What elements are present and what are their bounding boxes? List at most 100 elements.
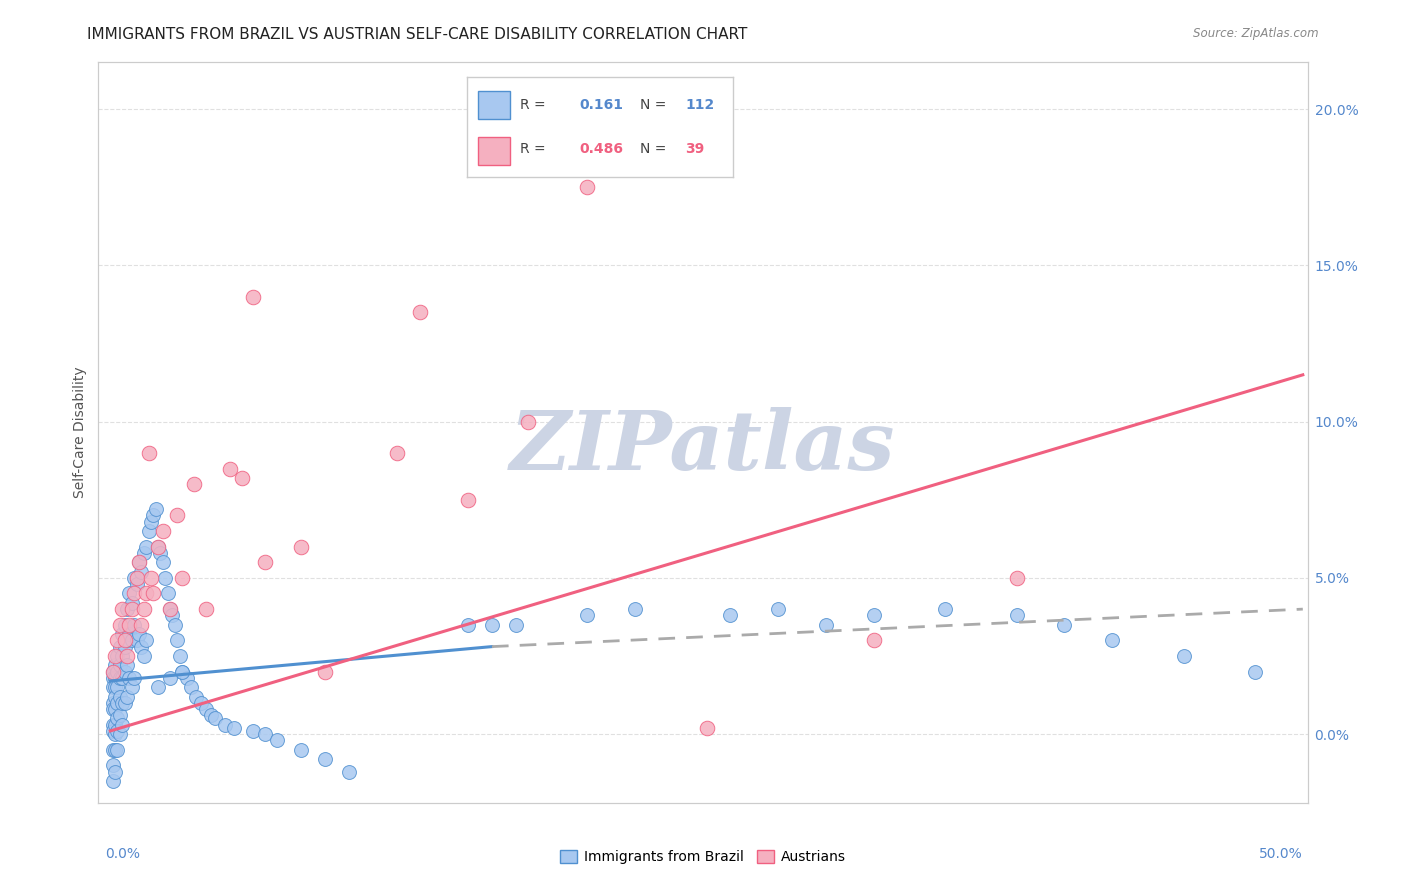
Point xyxy=(170,665,193,679)
Point xyxy=(107,633,129,648)
Point xyxy=(104,717,127,731)
Point xyxy=(101,773,124,788)
Point xyxy=(1053,617,1076,632)
Point xyxy=(290,540,312,554)
Point xyxy=(115,602,138,616)
Point xyxy=(108,690,131,704)
Point xyxy=(128,555,150,569)
Point xyxy=(115,690,138,704)
Point xyxy=(104,764,127,779)
Point xyxy=(101,742,124,756)
Point xyxy=(242,290,264,304)
Text: 50.0%: 50.0% xyxy=(1258,847,1303,861)
Legend: Immigrants from Brazil, Austrians: Immigrants from Brazil, Austrians xyxy=(554,845,852,870)
Point xyxy=(163,617,186,632)
Point xyxy=(290,742,312,756)
Point xyxy=(108,617,131,632)
Point xyxy=(162,608,184,623)
Point xyxy=(114,665,136,679)
Point xyxy=(457,617,479,632)
Point xyxy=(149,546,172,560)
Point xyxy=(122,617,145,632)
Point xyxy=(101,696,124,710)
Point xyxy=(101,680,124,694)
Point xyxy=(131,617,153,632)
Point xyxy=(194,602,217,616)
Point xyxy=(114,633,136,648)
Point xyxy=(101,671,124,685)
Point xyxy=(200,708,222,723)
Point xyxy=(107,648,129,663)
Point xyxy=(1173,648,1195,663)
Point xyxy=(337,764,360,779)
Point xyxy=(111,671,134,685)
Point xyxy=(169,648,191,663)
Point xyxy=(135,633,157,648)
Point xyxy=(138,446,160,460)
Point xyxy=(104,742,127,756)
Point xyxy=(108,671,131,685)
Point xyxy=(125,633,148,648)
Point xyxy=(101,702,124,716)
Point xyxy=(121,602,143,616)
Point xyxy=(266,733,288,747)
Point xyxy=(104,658,127,673)
Point xyxy=(114,696,136,710)
Point xyxy=(576,608,599,623)
Point xyxy=(146,680,169,694)
Point xyxy=(108,658,131,673)
Point xyxy=(1244,665,1267,679)
Point xyxy=(115,658,138,673)
Point xyxy=(107,680,129,694)
Point xyxy=(118,617,141,632)
Y-axis label: Self-Care Disability: Self-Care Disability xyxy=(73,367,87,499)
Point xyxy=(101,665,124,679)
Point xyxy=(204,711,226,725)
Point xyxy=(115,648,138,663)
Point xyxy=(114,617,136,632)
Point xyxy=(104,727,127,741)
Point xyxy=(696,721,718,735)
Point xyxy=(176,671,198,685)
Point xyxy=(107,723,129,738)
Point xyxy=(125,577,148,591)
Point xyxy=(139,571,162,585)
Point xyxy=(159,602,181,616)
Point xyxy=(132,648,155,663)
Point xyxy=(139,515,162,529)
Point xyxy=(156,586,179,600)
Point xyxy=(166,633,188,648)
Point xyxy=(121,596,143,610)
Point xyxy=(1005,571,1028,585)
Point xyxy=(121,633,143,648)
Point xyxy=(132,546,155,560)
Point xyxy=(224,721,246,735)
Point xyxy=(122,586,145,600)
Point xyxy=(409,305,432,319)
Point xyxy=(481,617,503,632)
Point xyxy=(111,648,134,663)
Point xyxy=(125,571,148,585)
Point xyxy=(242,723,264,738)
Point xyxy=(720,608,742,623)
Point xyxy=(135,586,157,600)
Point xyxy=(101,665,124,679)
Point xyxy=(111,696,134,710)
Point xyxy=(104,648,127,663)
Point xyxy=(108,640,131,654)
Point xyxy=(214,717,236,731)
Point xyxy=(131,565,153,579)
Point xyxy=(934,602,956,616)
Point xyxy=(135,540,157,554)
Point xyxy=(576,180,599,194)
Point xyxy=(132,602,155,616)
Point xyxy=(505,617,527,632)
Text: 0.0%: 0.0% xyxy=(105,847,141,861)
Point xyxy=(180,680,202,694)
Point xyxy=(152,555,174,569)
Point xyxy=(145,502,167,516)
Point xyxy=(122,571,145,585)
Point xyxy=(107,696,129,710)
Point xyxy=(101,723,124,738)
Point xyxy=(190,696,212,710)
